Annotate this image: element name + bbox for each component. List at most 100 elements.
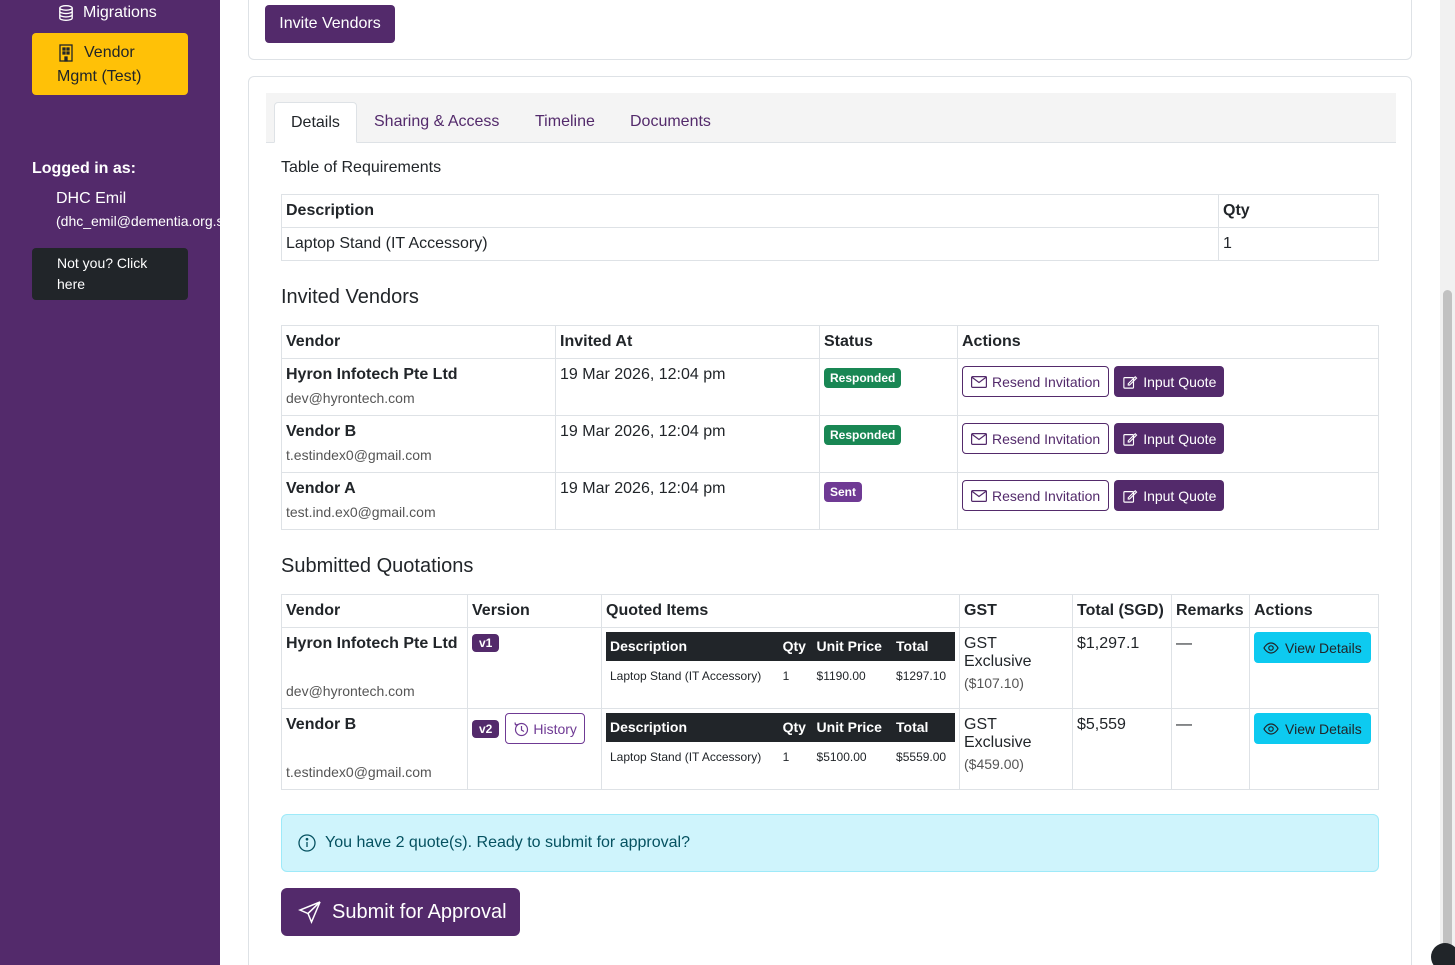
table-row: Hyron Infotech Pte Ltd dev@hyrontech.com … bbox=[281, 627, 1379, 709]
scrollbar-thumb[interactable] bbox=[1443, 290, 1452, 960]
edit-icon bbox=[1123, 489, 1138, 503]
resend-invitation-button[interactable]: Resend Invitation bbox=[962, 423, 1110, 454]
input-quote-button[interactable]: Input Quote bbox=[1114, 423, 1225, 454]
input-quote-label: Input Quote bbox=[1143, 373, 1217, 390]
vendor-name: Vendor B bbox=[286, 423, 357, 440]
column-header-remarks: Remarks bbox=[1171, 594, 1250, 628]
table-row: Laptop Stand (IT Accessory) 1 bbox=[281, 227, 1379, 261]
user-email: (dhc_emil@dementia.org.sg) bbox=[56, 213, 220, 229]
resend-label: Resend Invitation bbox=[992, 430, 1101, 447]
submit-for-approval-button[interactable]: Submit for Approval bbox=[281, 888, 520, 936]
column-header-vendor: Vendor bbox=[281, 325, 556, 359]
item-qty: 1 bbox=[782, 750, 790, 764]
column-header-vendor: Vendor bbox=[281, 594, 468, 628]
resend-invitation-button[interactable]: Resend Invitation bbox=[962, 366, 1110, 397]
table-row: Laptop Stand (IT Accessory) 1 $1190.00 $… bbox=[606, 661, 955, 691]
eye-icon bbox=[1263, 722, 1279, 735]
sidebar: Migrations Vendor Mgmt (Test) Logged in … bbox=[0, 0, 220, 965]
scrollbar[interactable] bbox=[1440, 0, 1455, 965]
column-header-actions: Actions bbox=[1249, 594, 1379, 628]
status-badge: Responded bbox=[824, 368, 902, 388]
column-header-qty: Qty bbox=[1218, 194, 1379, 228]
tab-sharing-access[interactable]: Sharing & Access bbox=[374, 113, 500, 130]
sidebar-item-vendor-mgmt[interactable]: Vendor Mgmt (Test) bbox=[32, 33, 188, 95]
quote-total: $5,559 bbox=[1072, 708, 1172, 790]
gst-amount: ($459.00) bbox=[964, 756, 1024, 772]
eye-icon bbox=[1263, 641, 1279, 654]
view-details-button[interactable]: View Details bbox=[1254, 713, 1371, 744]
sidebar-item-migrations[interactable]: Migrations bbox=[57, 4, 157, 22]
submitted-quotations-table: Vendor Version Quoted Items GST Total (S… bbox=[281, 594, 1379, 790]
sidebar-item-label: Migrations bbox=[83, 4, 157, 21]
invite-vendors-button[interactable]: Invite Vendors bbox=[265, 5, 395, 43]
table-row: Vendor A test.ind.ex0@gmail.com 19 Mar 20… bbox=[281, 472, 1379, 530]
envelope-icon bbox=[971, 375, 987, 388]
item-qty: 1 bbox=[782, 669, 790, 683]
table-row: Vendor B t.estindex0@gmail.com 19 Mar 202… bbox=[281, 415, 1379, 473]
status-badge: Responded bbox=[824, 425, 902, 445]
inner-header-unit-price: Unit Price bbox=[812, 632, 893, 661]
input-quote-label: Input Quote bbox=[1143, 430, 1217, 447]
logged-in-label: Logged in as: bbox=[32, 160, 136, 177]
not-you-label-2: here bbox=[57, 276, 86, 292]
vendor-name: Vendor A bbox=[286, 480, 356, 497]
building-icon bbox=[59, 44, 73, 62]
submitted-quotations-title: Submitted Quotations bbox=[281, 555, 474, 577]
item-unit-price: $5100.00 bbox=[816, 750, 867, 764]
inner-header-description: Description bbox=[606, 632, 779, 661]
scroll-down-button[interactable] bbox=[1431, 943, 1455, 965]
info-icon bbox=[298, 834, 316, 852]
item-description: Laptop Stand (IT Accessory) bbox=[610, 669, 762, 683]
gst-type: GST Exclusive bbox=[964, 716, 1032, 751]
quote-remarks: — bbox=[1171, 627, 1250, 709]
tab-details[interactable]: Details bbox=[274, 102, 357, 143]
version-badge: v1 bbox=[472, 634, 500, 652]
input-quote-button[interactable]: Input Quote bbox=[1114, 366, 1225, 397]
inner-header-total: Total bbox=[892, 713, 955, 742]
resend-invitation-button[interactable]: Resend Invitation bbox=[962, 480, 1110, 511]
requirement-description: Laptop Stand (IT Accessory) bbox=[281, 227, 1219, 261]
tab-bar: Details Sharing & Access Timeline Docume… bbox=[266, 93, 1396, 143]
tab-documents[interactable]: Documents bbox=[630, 113, 711, 130]
requirement-qty: 1 bbox=[1218, 227, 1379, 261]
invite-card: Invite Vendors bbox=[248, 0, 1412, 60]
column-header-quoted-items: Quoted Items bbox=[601, 594, 960, 628]
column-header-total: Total (SGD) bbox=[1072, 594, 1172, 628]
history-button[interactable]: History bbox=[505, 713, 585, 744]
invited-at: 19 Mar 2026, 12:04 pm bbox=[555, 358, 820, 416]
resend-label: Resend Invitation bbox=[992, 373, 1101, 390]
database-icon bbox=[59, 5, 73, 21]
history-icon bbox=[514, 721, 529, 736]
edit-icon bbox=[1123, 375, 1138, 389]
vendor-name: Vendor B bbox=[286, 716, 357, 733]
view-details-label: View Details bbox=[1285, 639, 1362, 656]
input-quote-button[interactable]: Input Quote bbox=[1114, 480, 1225, 511]
inner-header-qty: Qty bbox=[778, 632, 813, 661]
column-header-version: Version bbox=[467, 594, 602, 628]
vendor-name: Hyron Infotech Pte Ltd bbox=[286, 635, 458, 652]
quoted-items-table: Description Qty Unit Price Total Laptop … bbox=[606, 713, 955, 772]
vendor-email: t.estindex0@gmail.com bbox=[286, 764, 432, 780]
resend-label: Resend Invitation bbox=[992, 487, 1101, 504]
vendor-email: test.ind.ex0@gmail.com bbox=[286, 504, 436, 520]
invited-at: 19 Mar 2026, 12:04 pm bbox=[555, 415, 820, 473]
not-you-button[interactable]: Not you? Click here bbox=[32, 248, 188, 300]
quoted-items-table: Description Qty Unit Price Total Laptop … bbox=[606, 632, 955, 691]
ready-alert: You have 2 quote(s). Ready to submit for… bbox=[281, 814, 1379, 872]
sidebar-item-label-2: Mgmt (Test) bbox=[57, 68, 142, 85]
tab-timeline[interactable]: Timeline bbox=[535, 113, 595, 130]
column-header-gst: GST bbox=[959, 594, 1073, 628]
requirements-table: Description Qty Laptop Stand (IT Accesso… bbox=[281, 194, 1379, 261]
invited-vendors-title: Invited Vendors bbox=[281, 286, 419, 308]
column-header-description: Description bbox=[281, 194, 1219, 228]
vendor-email: dev@hyrontech.com bbox=[286, 683, 415, 699]
invited-vendors-table: Vendor Invited At Status Actions Hyron I… bbox=[281, 325, 1379, 530]
view-details-button[interactable]: View Details bbox=[1254, 632, 1371, 663]
inner-header-total: Total bbox=[892, 632, 955, 661]
inner-header-description: Description bbox=[606, 713, 779, 742]
user-name: DHC Emil bbox=[56, 190, 127, 207]
column-header-actions: Actions bbox=[957, 325, 1379, 359]
view-details-label: View Details bbox=[1285, 720, 1362, 737]
sidebar-item-label: Vendor bbox=[84, 44, 135, 61]
